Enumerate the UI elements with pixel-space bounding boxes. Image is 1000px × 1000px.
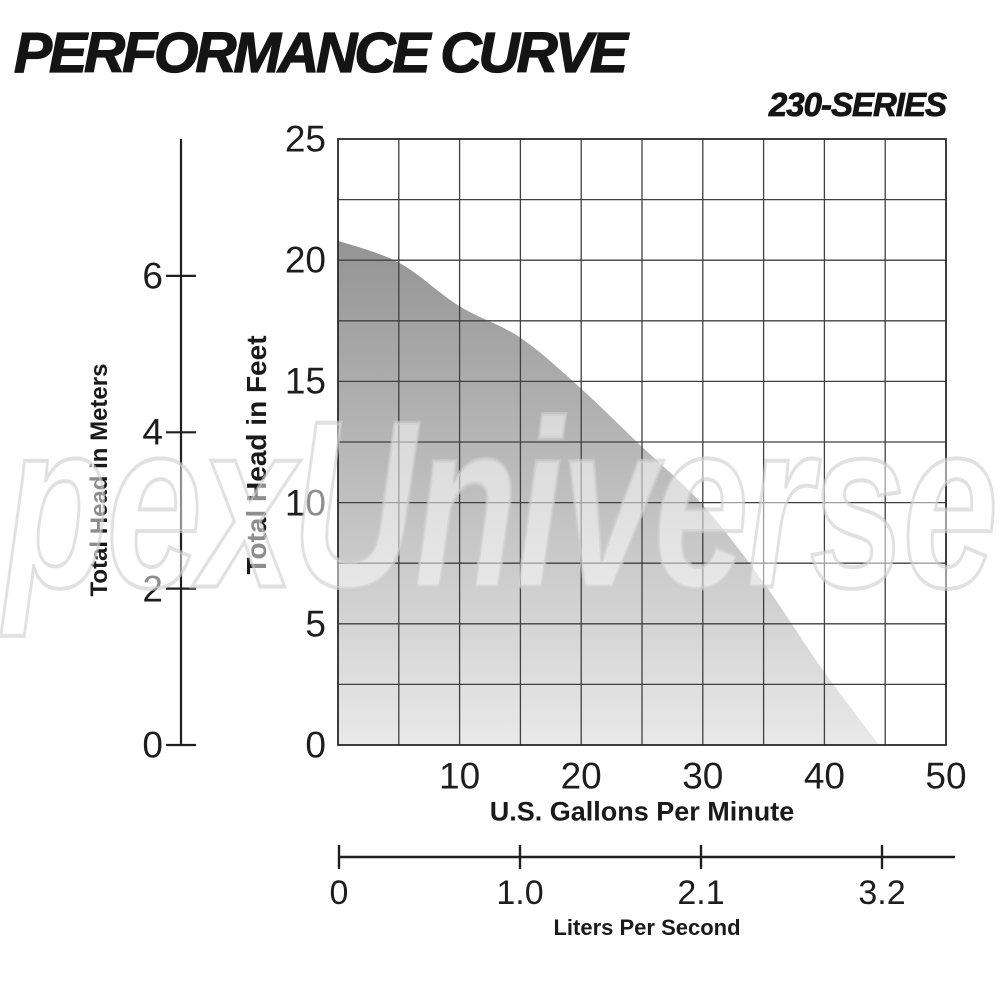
series-label: 230-SERIES <box>768 86 948 124</box>
meters-tick-label: 0 <box>142 724 163 766</box>
feet-tick-label: 5 <box>305 603 326 645</box>
meters-tick-label: 2 <box>142 568 163 610</box>
gpm-tick-label: 30 <box>682 755 724 797</box>
meters-tick-label: 6 <box>142 255 163 297</box>
feet-tick-label: 0 <box>305 724 326 766</box>
feet-tick-label: 10 <box>284 482 326 524</box>
pump-curve-area <box>338 240 880 746</box>
meters-axis <box>166 139 196 747</box>
lps-tick-label: 3.2 <box>858 874 906 912</box>
gpm-tick-label: 20 <box>560 755 602 797</box>
feet-tick-label: 25 <box>284 118 326 160</box>
gpm-axis-title: U.S. Gallons Per Minute <box>489 796 795 827</box>
lps-tick-label: 2.1 <box>677 874 725 912</box>
lps-axis-title: Liters Per Second <box>553 915 741 940</box>
gpm-tick-label: 40 <box>803 755 845 797</box>
liters-axis <box>337 845 955 869</box>
feet-tick-label: 15 <box>284 360 326 402</box>
feet-tick-label: 20 <box>284 239 326 281</box>
gpm-tick-label: 50 <box>925 755 967 797</box>
lps-tick-label: 0 <box>329 874 349 912</box>
meters-tick-label: 4 <box>142 411 163 453</box>
gpm-tick-label: 10 <box>439 755 481 797</box>
plot-border <box>337 138 947 746</box>
lps-tick-label: 1.0 <box>496 874 544 912</box>
page-title: PERFORMANCE CURVE <box>13 20 628 85</box>
